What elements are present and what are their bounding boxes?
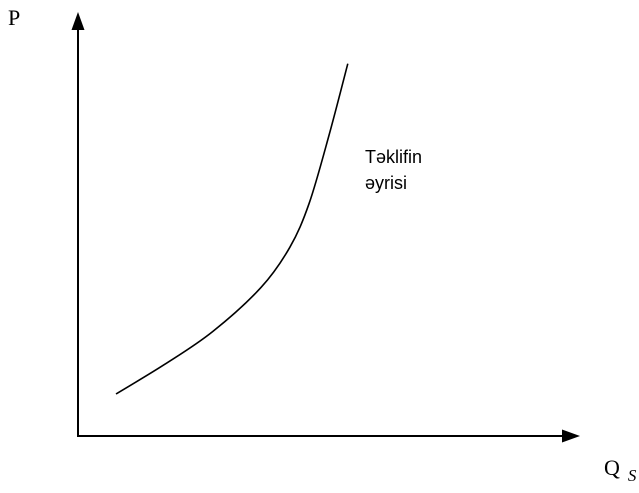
curve-annotation-line2: əyrisi — [365, 173, 407, 193]
x-axis-arrow-icon — [562, 429, 580, 443]
y-axis-label: P — [8, 5, 20, 30]
x-axis-label-main: Q — [604, 455, 620, 480]
x-axis-label-subscript: S — [628, 466, 637, 485]
x-axis-label: Q S — [604, 455, 637, 485]
curve-annotation-line1: Təklifin — [365, 147, 422, 167]
supply-curve — [115, 63, 349, 395]
y-axis-arrow-icon — [71, 12, 85, 30]
